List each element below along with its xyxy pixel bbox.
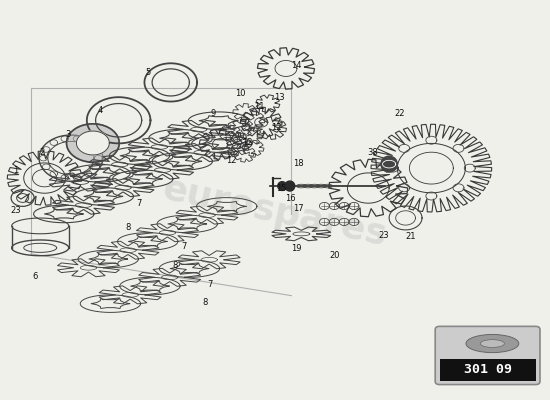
Text: 19: 19 (290, 244, 301, 253)
Text: 2: 2 (39, 148, 45, 158)
Ellipse shape (285, 181, 295, 191)
Ellipse shape (278, 182, 287, 190)
Text: 12: 12 (271, 122, 282, 132)
Ellipse shape (67, 124, 119, 162)
Text: 12: 12 (226, 156, 236, 166)
Text: eurospares: eurospares (160, 172, 390, 252)
Text: 17: 17 (293, 204, 304, 213)
Text: 12: 12 (243, 138, 253, 148)
Text: 301 09: 301 09 (464, 364, 512, 376)
Text: 13: 13 (274, 93, 285, 102)
Text: 8: 8 (173, 261, 178, 270)
Text: 4: 4 (98, 106, 103, 115)
Text: 7: 7 (136, 200, 142, 208)
Text: 21: 21 (406, 232, 416, 241)
Text: 23: 23 (11, 206, 21, 215)
Text: 18: 18 (293, 159, 304, 168)
Bar (439, 358, 536, 381)
Text: 10: 10 (235, 89, 246, 98)
Text: 6: 6 (32, 272, 37, 281)
Text: 14: 14 (290, 61, 301, 70)
Text: 38: 38 (367, 148, 378, 158)
Text: 7: 7 (207, 280, 213, 290)
Text: 11: 11 (255, 102, 265, 111)
Text: 3: 3 (65, 130, 70, 139)
Text: 9: 9 (211, 109, 216, 118)
Ellipse shape (381, 156, 397, 172)
Text: 7: 7 (182, 242, 187, 251)
Text: 15: 15 (276, 184, 287, 193)
FancyBboxPatch shape (435, 326, 540, 384)
Ellipse shape (466, 334, 519, 353)
Text: 16: 16 (285, 194, 296, 203)
Ellipse shape (76, 131, 109, 155)
Text: 23: 23 (378, 230, 389, 240)
Text: 22: 22 (395, 109, 405, 118)
Text: 8: 8 (125, 223, 131, 232)
Text: 1: 1 (13, 166, 19, 175)
Text: 20: 20 (329, 250, 339, 260)
Ellipse shape (480, 340, 504, 348)
Text: 5: 5 (145, 68, 150, 77)
Text: 8: 8 (202, 298, 207, 307)
